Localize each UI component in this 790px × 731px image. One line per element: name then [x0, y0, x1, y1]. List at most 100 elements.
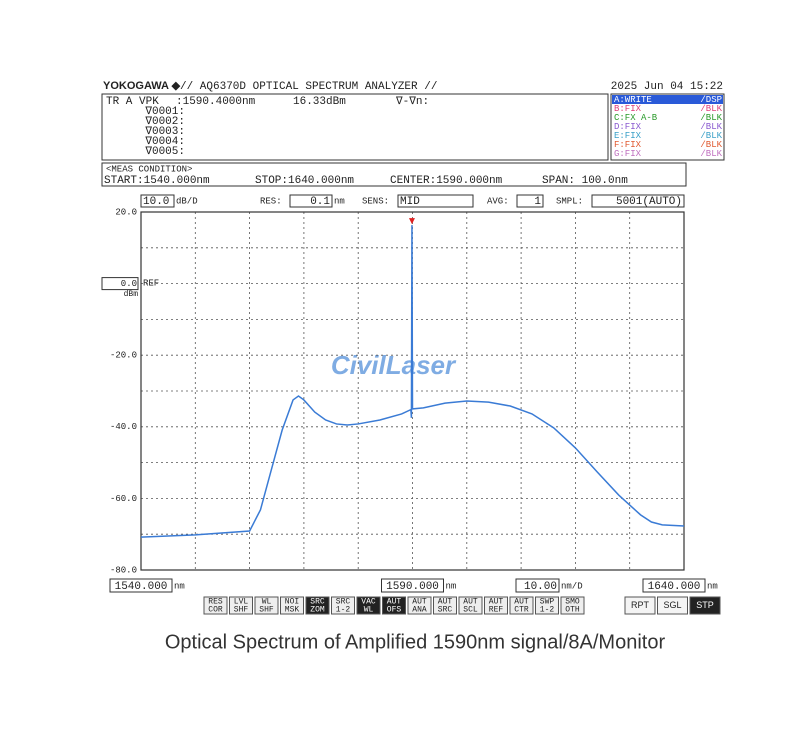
ydiv-box	[140, 194, 175, 208]
button-label: CTR	[514, 606, 529, 615]
button-label: SWP	[540, 598, 555, 607]
button-label: SRC	[336, 598, 351, 607]
meas-center: CENTER:1590.000nm	[390, 175, 503, 187]
button-label: AUT	[514, 598, 529, 607]
key-label: SGL	[663, 600, 681, 610]
marker-label: ∇0001:	[144, 106, 185, 118]
trace-name: E:FIX	[614, 131, 642, 141]
trace-name: G:FIX	[614, 149, 642, 159]
meas-title: <MEAS CONDITION>	[106, 164, 192, 174]
button-label: AUT	[463, 598, 478, 607]
button[interactable]	[458, 596, 483, 615]
meas-span: SPAN: 100.0nm	[542, 175, 628, 187]
datetime: 2025 Jun 04 15:22	[611, 81, 723, 93]
y-tick-label: 20.0	[115, 207, 137, 217]
marker-list: ∇0001:∇0002:∇0003:∇0004:∇0005:	[144, 106, 185, 158]
y-tick-label: -40.0	[110, 422, 137, 432]
smpl: 5001(AUTO)	[616, 196, 682, 208]
button[interactable]	[229, 596, 253, 615]
button[interactable]	[280, 596, 304, 615]
watermark: CivilLaser	[331, 350, 457, 380]
smpl-box	[591, 194, 685, 208]
marker-label: ∇0004:	[144, 136, 185, 148]
trace-box	[610, 93, 725, 161]
meas-start: START:1540.000nm	[104, 175, 210, 187]
active-trace-bg	[612, 95, 723, 104]
marker-level: 16.33dBm	[293, 96, 346, 108]
x-tick-box	[642, 578, 706, 593]
button-label: AUT	[412, 598, 427, 607]
button-label: SHF	[234, 606, 249, 615]
button[interactable]	[331, 596, 355, 615]
trace-state: /BLK	[700, 131, 722, 141]
marker-trace: TR A VPK	[106, 96, 159, 108]
marker-box	[101, 93, 609, 161]
y-tick-label: -60.0	[110, 494, 137, 504]
button[interactable]	[535, 596, 559, 615]
button[interactable]	[305, 596, 330, 615]
key[interactable]	[689, 596, 721, 615]
meas-stop: STOP:1640.000nm	[255, 175, 354, 187]
button-label: WL	[364, 606, 374, 615]
sens-label: SENS:	[362, 196, 389, 206]
button-label: ZOM	[310, 606, 325, 615]
trace-state: /BLK	[700, 149, 722, 159]
avg: 1	[534, 196, 541, 208]
button-label: SRC	[438, 606, 453, 615]
button[interactable]	[509, 596, 534, 615]
button-label: SMO	[565, 598, 580, 607]
button[interactable]	[382, 596, 406, 615]
button-label: AUT	[438, 598, 453, 607]
trace-name: D:FIX	[614, 122, 642, 132]
x-scale-box	[515, 578, 560, 593]
button-label: SCL	[463, 606, 478, 615]
x-scale-unit: nm/D	[561, 581, 583, 591]
sens-box	[397, 194, 474, 208]
x-tick-box	[109, 578, 173, 593]
key[interactable]	[624, 596, 656, 615]
button[interactable]	[254, 596, 279, 615]
trace-state: /BLK	[700, 104, 722, 114]
button[interactable]	[433, 596, 457, 615]
marker-label: ∇0003:	[144, 126, 185, 138]
button-label: SRC	[310, 598, 325, 607]
x-tick-label: 1540.000	[115, 581, 168, 593]
trace-state: /BLK	[700, 140, 722, 150]
button[interactable]	[484, 596, 508, 615]
x-tick-label: 1590.000	[386, 581, 439, 593]
peak-marker	[408, 218, 415, 225]
trace-state: /BLK	[700, 113, 722, 123]
button-label: WL	[262, 598, 272, 607]
y-tick-label: 0.0	[121, 279, 137, 289]
button-label: LVL	[234, 598, 249, 607]
marker-label: ∇0002:	[144, 116, 185, 128]
button-label: 1-2	[336, 606, 351, 615]
button-label: OFS	[387, 606, 402, 615]
avg-box	[516, 194, 544, 208]
trace-name: A:WRITE	[614, 95, 652, 105]
button[interactable]	[560, 596, 585, 615]
ref-box	[101, 277, 139, 291]
x-unit: nm	[707, 581, 718, 591]
button-label: SHF	[259, 606, 274, 615]
res: 0.1	[310, 196, 330, 208]
button-label: ANA	[412, 606, 427, 615]
key[interactable]	[657, 596, 688, 615]
x-unit: nm	[174, 581, 185, 591]
trace-state: /BLK	[700, 122, 722, 132]
trace-name: C:FX A-B	[614, 113, 658, 123]
x-scale: 10.00	[524, 581, 557, 593]
marker-wavelength: :1590.4000nm	[176, 96, 256, 108]
button[interactable]	[203, 596, 228, 615]
model: // AQ6370D OPTICAL SPECTRUM ANALYZER //	[180, 81, 437, 93]
x-tick-box	[381, 578, 444, 593]
y-tick-label: -80.0	[110, 565, 137, 575]
plot-frame	[140, 211, 685, 571]
sens: MID	[400, 196, 420, 208]
button-label: REF	[489, 606, 504, 615]
ydiv-unit: dB/D	[176, 196, 198, 206]
trace-list: A:WRITE/DSP B:FIX/BLK C:FX A-B/BLK D:FIX/BL…	[614, 95, 723, 159]
button[interactable]	[356, 596, 381, 615]
button[interactable]	[407, 596, 432, 615]
button-label: OTH	[565, 606, 580, 615]
